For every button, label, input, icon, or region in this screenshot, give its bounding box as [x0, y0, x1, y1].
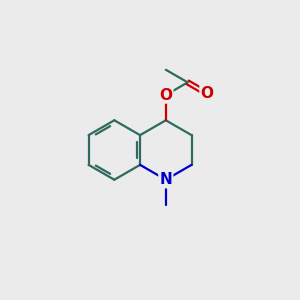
Text: O: O [200, 86, 214, 101]
Text: N: N [159, 172, 172, 187]
Text: O: O [159, 88, 172, 103]
